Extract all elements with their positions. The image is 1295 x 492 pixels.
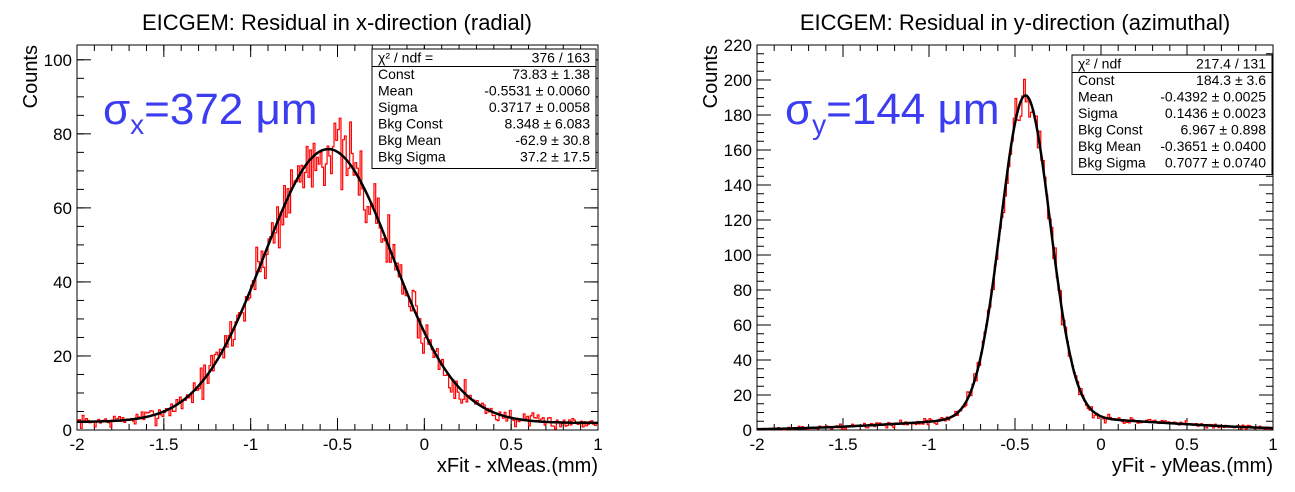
stats-row-value: -0.5531 ± 0.0060 <box>484 83 590 99</box>
stats-row-value: -0.4392 ± 0.0025 <box>1160 89 1266 105</box>
y-tick-label: 0 <box>63 421 72 440</box>
x-axis-label: yFit - yMeas.(mm) <box>1112 455 1273 477</box>
stats-row-label: Mean <box>1078 89 1113 105</box>
y-tick-label: 60 <box>53 199 72 218</box>
stats-row-value: 376 / 163 <box>532 50 591 66</box>
stats-row-label: Const <box>1078 72 1115 88</box>
x-tick-label: 0 <box>420 435 429 454</box>
y-tick-label: 0 <box>743 421 752 440</box>
stats-row-label: Bkg Mean <box>378 132 441 148</box>
stats-row-value: 217.4 / 131 <box>1196 56 1266 72</box>
x-tick-label: 0 <box>1096 435 1105 454</box>
x-tick-label: -1.5 <box>149 435 178 454</box>
stats-row-value: 184.3 ± 3.6 <box>1196 72 1266 88</box>
x-tick-label: -1.5 <box>828 435 857 454</box>
x-axis-label: xFit - xMeas.(mm) <box>437 455 598 477</box>
chart-title: EICGEM: Residual in x-direction (radial) <box>142 10 532 35</box>
stats-row-label: Bkg Sigma <box>1078 155 1146 171</box>
y-tick-label: 40 <box>733 351 752 370</box>
stats-box-frame <box>371 48 597 169</box>
y-axis-label: Counts <box>700 45 722 108</box>
x-tick-label: -1 <box>243 435 258 454</box>
stats-row-value: -62.9 ± 30.8 <box>515 132 590 148</box>
y-tick-label: 140 <box>724 176 752 195</box>
stats-row-label: Bkg Mean <box>1078 138 1141 154</box>
stats-row-label: χ² / ndf <box>1078 56 1121 72</box>
fit-curve <box>756 94 1273 431</box>
y-tick-label: 160 <box>724 141 752 160</box>
y-tick-label: 100 <box>724 246 752 265</box>
x-tick-label: -0.5 <box>323 435 352 454</box>
y-axis-label: Counts <box>20 45 42 108</box>
x-tick-label: 1 <box>1268 435 1277 454</box>
stats-row-label: χ² / ndf = <box>378 50 433 66</box>
stats-row-label: Bkg Sigma <box>378 149 446 165</box>
stats-row-value: 73.83 ± 1.38 <box>512 66 590 82</box>
stats-box-frame <box>1071 54 1273 175</box>
x-tick-label: -2 <box>749 435 764 454</box>
chart-panel-1: EICGEM: Residual in y-direction (azimuth… <box>700 10 1278 477</box>
stats-row-label: Sigma <box>378 99 418 115</box>
x-tick-label: 1 <box>593 435 602 454</box>
stats-row-label: Bkg Const <box>1078 122 1143 138</box>
y-tick-label: 40 <box>53 273 72 292</box>
y-tick-label: 200 <box>724 71 752 90</box>
y-tick-label: 20 <box>733 386 752 405</box>
stats-row-value: 0.3717 ± 0.0058 <box>489 99 590 115</box>
stats-row-label: Const <box>378 66 415 82</box>
x-tick-label: -2 <box>69 435 84 454</box>
y-tick-label: 180 <box>724 106 752 125</box>
x-tick-label: -1 <box>921 435 936 454</box>
stats-row-value: 0.7077 ± 0.0740 <box>1165 155 1266 171</box>
fit-curve <box>77 147 598 425</box>
stats-row-label: Sigma <box>1078 105 1118 121</box>
chart-panel-0: EICGEM: Residual in x-direction (radial)… <box>20 10 603 477</box>
stats-row-value: 37.2 ± 17.5 <box>520 149 590 165</box>
y-tick-label: 100 <box>44 51 72 70</box>
x-tick-label: 0.5 <box>1175 435 1199 454</box>
x-tick-label: 0.5 <box>499 435 523 454</box>
stats-row-value: 0.1436 ± 0.0023 <box>1165 105 1266 121</box>
y-tick-label: 60 <box>733 316 752 335</box>
stats-box: χ² / ndf = 376 / 163 Const 73.83 ± 1.38 Mean… <box>371 48 597 169</box>
stats-row-label: Bkg Const <box>378 116 443 132</box>
chart-title: EICGEM: Residual in y-direction (azimuth… <box>800 10 1230 35</box>
y-tick-label: 220 <box>724 36 752 55</box>
stats-row-value: 8.348 ± 6.083 <box>504 116 590 132</box>
y-tick-label: 20 <box>53 347 72 366</box>
stats-box: χ² / ndf 217.4 / 131 Const 184.3 ± 3.6 Mean -… <box>1071 54 1273 175</box>
histogram <box>77 117 598 430</box>
y-tick-label: 120 <box>724 211 752 230</box>
stats-row-label: Mean <box>378 83 413 99</box>
x-tick-label: -0.5 <box>1000 435 1029 454</box>
stats-row-value: -0.3651 ± 0.0400 <box>1160 138 1266 154</box>
stats-row-value: 6.967 ± 0.898 <box>1180 122 1266 138</box>
y-tick-label: 80 <box>53 125 72 144</box>
y-tick-label: 80 <box>733 281 752 300</box>
